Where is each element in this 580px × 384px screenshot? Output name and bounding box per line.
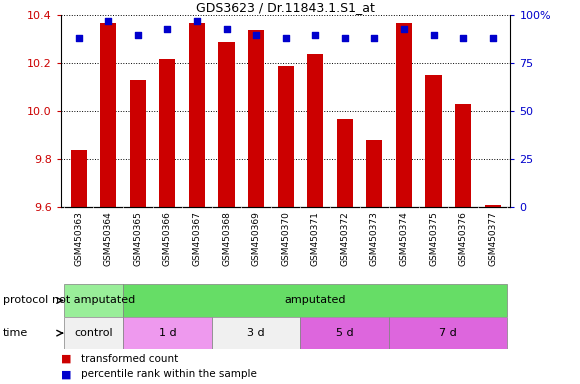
Text: not amputated: not amputated xyxy=(52,295,135,306)
Point xyxy=(163,26,172,32)
Bar xyxy=(100,23,117,207)
Bar xyxy=(64,317,123,349)
Bar xyxy=(219,42,235,207)
Point xyxy=(193,18,202,24)
Bar xyxy=(389,317,508,349)
Text: GSM450364: GSM450364 xyxy=(104,211,113,266)
Point xyxy=(310,31,320,38)
Bar xyxy=(212,317,300,349)
Text: GSM450365: GSM450365 xyxy=(133,211,142,266)
Text: ■: ■ xyxy=(61,354,71,364)
Title: GDS3623 / Dr.11843.1.S1_at: GDS3623 / Dr.11843.1.S1_at xyxy=(196,1,375,14)
Text: GSM450366: GSM450366 xyxy=(163,211,172,266)
Text: ■: ■ xyxy=(61,369,71,379)
Point xyxy=(133,31,143,38)
Point xyxy=(281,35,290,41)
Point xyxy=(429,31,438,38)
Bar xyxy=(366,140,382,207)
Point xyxy=(458,35,467,41)
Point xyxy=(252,31,261,38)
Text: protocol: protocol xyxy=(3,295,48,306)
Bar xyxy=(396,23,412,207)
Text: GSM450375: GSM450375 xyxy=(429,211,438,266)
Point xyxy=(222,26,231,32)
Text: GSM450373: GSM450373 xyxy=(370,211,379,266)
Bar xyxy=(64,284,123,317)
Text: transformed count: transformed count xyxy=(81,354,179,364)
Text: GSM450363: GSM450363 xyxy=(74,211,83,266)
Text: GSM450376: GSM450376 xyxy=(459,211,467,266)
Point xyxy=(74,35,84,41)
Text: GSM450367: GSM450367 xyxy=(193,211,201,266)
Bar xyxy=(307,54,324,207)
Bar xyxy=(336,119,353,207)
Point xyxy=(104,18,113,24)
Bar xyxy=(123,284,508,317)
Bar xyxy=(277,66,294,207)
Bar xyxy=(160,59,176,207)
Bar xyxy=(123,317,212,349)
Text: GSM450368: GSM450368 xyxy=(222,211,231,266)
Text: 7 d: 7 d xyxy=(440,328,457,338)
Text: GSM450372: GSM450372 xyxy=(340,211,349,266)
Point xyxy=(488,35,497,41)
Text: GSM450370: GSM450370 xyxy=(281,211,290,266)
Text: GSM450371: GSM450371 xyxy=(311,211,320,266)
Bar xyxy=(130,80,146,207)
Text: time: time xyxy=(3,328,28,338)
Bar xyxy=(300,317,389,349)
Point xyxy=(399,26,408,32)
Bar xyxy=(248,30,264,207)
Bar xyxy=(425,75,441,207)
Text: 3 d: 3 d xyxy=(247,328,265,338)
Bar xyxy=(484,205,501,207)
Text: GSM450374: GSM450374 xyxy=(400,211,408,266)
Text: GSM450369: GSM450369 xyxy=(252,211,260,266)
Bar xyxy=(189,23,205,207)
Text: 1 d: 1 d xyxy=(158,328,176,338)
Text: GSM450377: GSM450377 xyxy=(488,211,497,266)
Text: 5 d: 5 d xyxy=(336,328,354,338)
Bar xyxy=(71,150,87,207)
Text: percentile rank within the sample: percentile rank within the sample xyxy=(81,369,257,379)
Point xyxy=(369,35,379,41)
Text: amputated: amputated xyxy=(284,295,346,306)
Bar xyxy=(455,104,471,207)
Point xyxy=(340,35,349,41)
Text: control: control xyxy=(74,328,113,338)
